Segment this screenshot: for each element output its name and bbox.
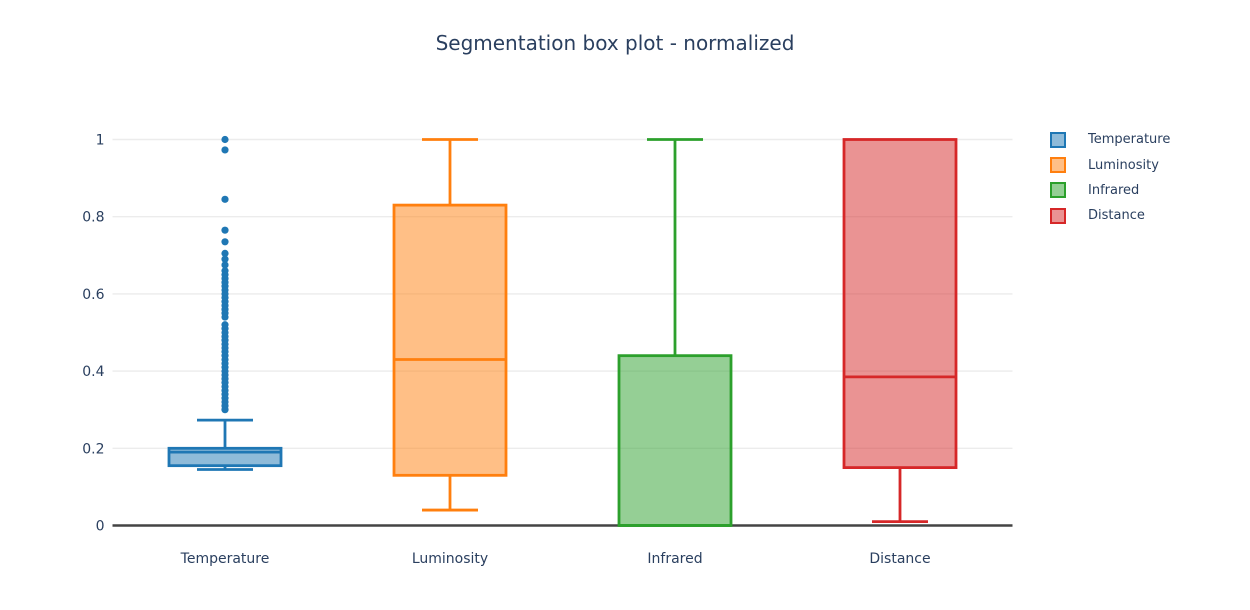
y-tick-label: 0.6 — [82, 287, 104, 303]
legend-item-temperature[interactable]: Temperature — [1042, 127, 1170, 152]
outlier-point-temperature[interactable] — [221, 146, 229, 154]
outlier-point-temperature[interactable] — [221, 195, 229, 203]
x-tick-label-luminosity: Luminosity — [412, 551, 488, 567]
box-distance[interactable] — [842, 138, 958, 470]
outlier-point-temperature[interactable] — [221, 406, 229, 414]
legend-swatch-infrared — [1050, 182, 1066, 199]
y-tick-label: 1 — [96, 133, 105, 149]
legend-swatch-luminosity — [1050, 157, 1066, 174]
outlier-point-temperature[interactable] — [221, 261, 229, 269]
outlier-point-temperature[interactable] — [221, 313, 229, 321]
box-infrared[interactable] — [617, 354, 733, 527]
legend-item-distance[interactable]: Distance — [1042, 203, 1170, 228]
outlier-point-temperature[interactable] — [221, 238, 229, 246]
outlier-point-temperature[interactable] — [221, 135, 229, 144]
y-tick-label: 0 — [96, 519, 105, 535]
legend-item-luminosity[interactable]: Luminosity — [1042, 152, 1170, 177]
box-luminosity[interactable] — [392, 203, 508, 477]
outlier-point-temperature[interactable] — [221, 249, 229, 257]
outlier-point-temperature[interactable] — [221, 226, 229, 234]
legend-swatch-temperature — [1050, 131, 1066, 148]
chart-title: Segmentation box plot - normalized — [435, 31, 795, 55]
legend-swatch-distance — [1050, 207, 1066, 224]
y-tick-label: 0.2 — [82, 441, 104, 457]
legend-label-luminosity: Luminosity — [1088, 157, 1159, 173]
legend: Temperature Luminosity Infrared Distance — [1042, 127, 1170, 229]
x-tick-label-infrared: Infrared — [647, 551, 702, 567]
legend-label-temperature: Temperature — [1088, 132, 1171, 148]
legend-label-infrared: Infrared — [1088, 182, 1140, 198]
y-tick-label: 0.8 — [82, 210, 104, 226]
x-tick-label-temperature: Temperature — [180, 551, 270, 567]
legend-item-infrared[interactable]: Infrared — [1042, 178, 1170, 203]
outlier-point-temperature[interactable] — [221, 255, 229, 263]
y-tick-label: 0.4 — [82, 364, 104, 380]
x-tick-label-distance: Distance — [869, 551, 930, 567]
legend-label-distance: Distance — [1088, 208, 1145, 224]
